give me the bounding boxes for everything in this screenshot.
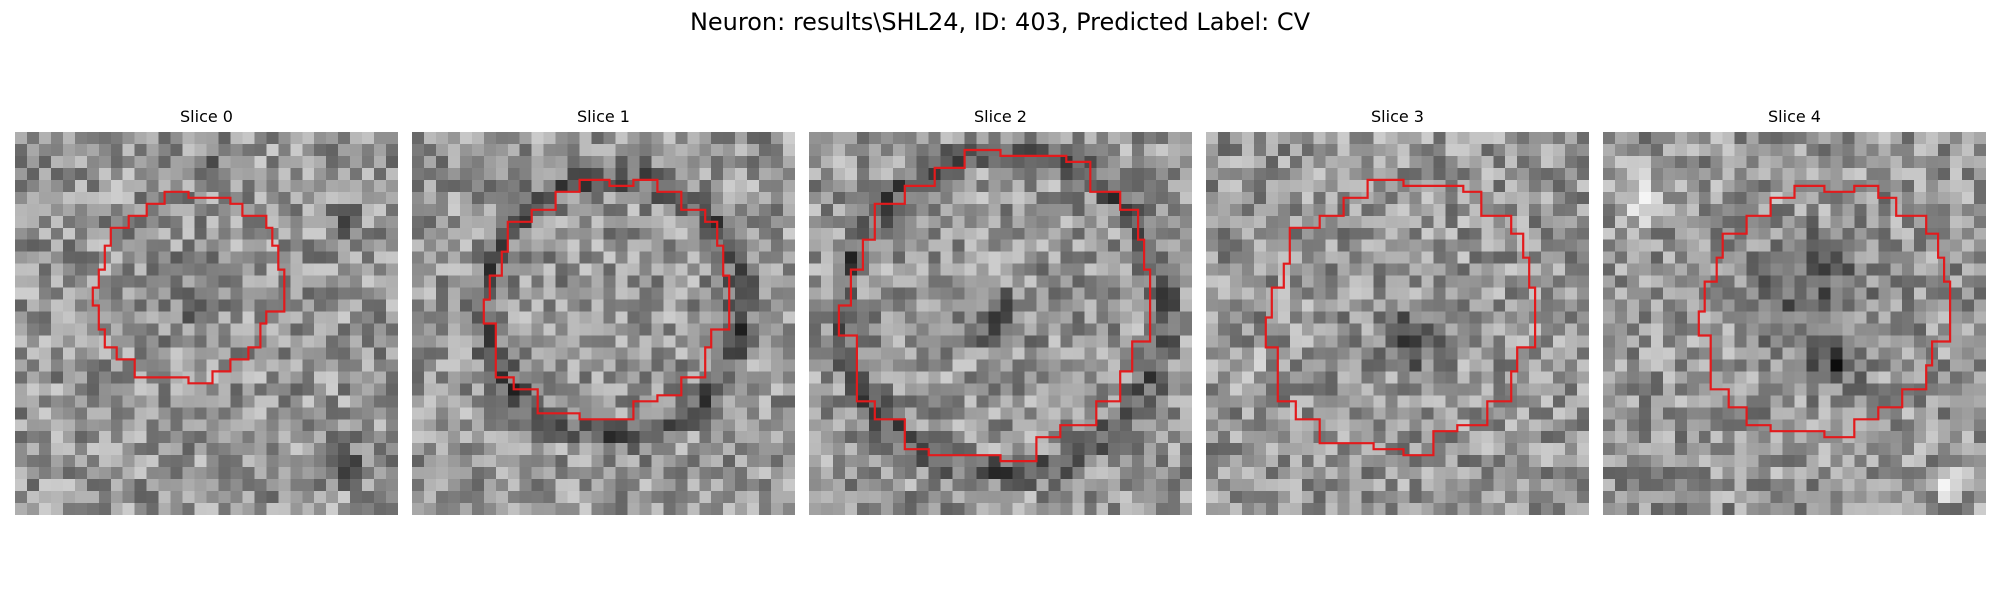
slice-title-1: Slice 1 xyxy=(577,107,630,126)
contour-outline-2 xyxy=(837,148,1152,463)
contour-outline-3 xyxy=(1264,178,1537,457)
slice-title-3: Slice 3 xyxy=(1371,107,1424,126)
slice-image-svg-2 xyxy=(809,132,1192,515)
contour-outline-0 xyxy=(91,190,286,385)
slice-title-2: Slice 2 xyxy=(974,107,1027,126)
slice-image-0 xyxy=(15,132,398,515)
slice-image-svg-4 xyxy=(1603,132,1986,515)
slice-title-4: Slice 4 xyxy=(1768,107,1821,126)
slice-title-0: Slice 0 xyxy=(180,107,233,126)
slice-image-svg-3 xyxy=(1206,132,1589,515)
contour-outline-1 xyxy=(482,178,731,421)
slice-image-2 xyxy=(809,132,1192,515)
slice-image-4 xyxy=(1603,132,1986,515)
slice-image-1 xyxy=(412,132,795,515)
slice-image-svg-1 xyxy=(412,132,795,515)
contour-outline-4 xyxy=(1697,184,1952,439)
figure-title: Neuron: results\SHL24, ID: 403, Predicte… xyxy=(689,8,1311,36)
slice-image-svg-0 xyxy=(15,132,398,515)
slice-image-3 xyxy=(1206,132,1589,515)
